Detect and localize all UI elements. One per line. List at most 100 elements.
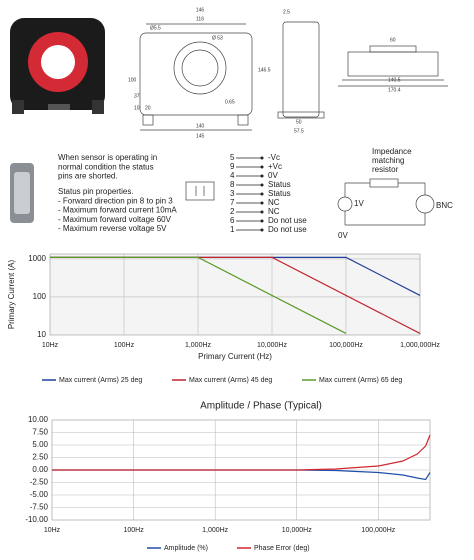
- note-line: Status pin properties.: [58, 187, 134, 196]
- y-tick-label: 1000: [28, 254, 46, 263]
- note-line: When sensor is operating in: [58, 153, 157, 162]
- pin-label: -Vc: [268, 153, 280, 162]
- pin-dot: [260, 174, 264, 178]
- series-line: [52, 434, 431, 471]
- series-line: [50, 256, 347, 334]
- front-view: [139, 23, 253, 131]
- dimension: 140.5: [388, 77, 401, 83]
- circuit-title: Impedance: [372, 147, 412, 156]
- y-tick-label: 0.00: [32, 465, 48, 474]
- y-axis-label: Primary Current (A): [7, 259, 16, 329]
- pin-label: 0V: [268, 171, 278, 180]
- pin-dot: [260, 192, 264, 196]
- pin-label: Do not use: [268, 216, 307, 225]
- dimension: Ø5.5: [150, 25, 161, 31]
- dimension: 170.4: [388, 87, 401, 93]
- dimension: 0.65: [225, 99, 235, 105]
- legend-label: Max current (Arms) 65 deg: [319, 377, 402, 384]
- x-tick-label: 10Hz: [44, 527, 61, 534]
- dimension-labels: 146 116 Ø5.5 Ø 53 146.5 100 37 10 20 0.6…: [128, 7, 401, 139]
- product-photo: [10, 18, 105, 114]
- pin-label: Status: [268, 180, 291, 189]
- note-line: - Forward direction pin 8 to pin 3: [58, 196, 173, 205]
- note-line: normal condition the status: [58, 162, 154, 171]
- x-tick-label: 100Hz: [114, 342, 135, 349]
- circuit-ground: 0V: [338, 231, 348, 240]
- side-view: [277, 21, 325, 119]
- pin-number: 1: [230, 225, 235, 234]
- x-tick-label: 100,000Hz: [329, 342, 363, 349]
- x-tick-label: 1,000Hz: [202, 527, 229, 534]
- dimension: 37: [134, 93, 140, 99]
- note-line: - Maximum reverse voltage 5V: [58, 224, 167, 233]
- y-tick-label: -10.00: [25, 515, 48, 524]
- note-line: - Maximum forward current 10mA: [58, 206, 177, 215]
- x-tick-label: 100,000Hz: [361, 527, 395, 534]
- legend-label: Max current (Arms) 25 deg: [59, 377, 142, 384]
- note-line: - Maximum forward voltage 60V: [58, 215, 172, 224]
- x-tick-label: 10,000Hz: [257, 342, 287, 349]
- x-tick-label: 1,000Hz: [185, 342, 212, 349]
- pin-dot: [260, 228, 264, 232]
- pin-number: 8: [230, 180, 235, 189]
- pin-dot: [260, 156, 264, 160]
- legend-label: Phase Error (deg): [254, 545, 310, 552]
- pin-number: 4: [230, 171, 235, 180]
- dimension: 146: [196, 7, 205, 13]
- optocoupler-symbol: [185, 181, 215, 201]
- dimension: 20: [145, 105, 151, 111]
- pin-dot: [260, 210, 264, 214]
- pin-label: NC: [268, 207, 280, 216]
- pin-label: Status: [268, 189, 291, 198]
- note-line: pins are shorted.: [58, 172, 118, 181]
- circuit-diagram: [337, 178, 435, 226]
- x-tick-label: 100Hz: [123, 527, 144, 534]
- y-tick-label: 10: [37, 330, 46, 339]
- y-tick-label: -2.50: [30, 478, 49, 487]
- pin-label: +Vc: [268, 162, 282, 171]
- dimension: 10: [134, 105, 140, 111]
- circuit-output: BNC: [436, 201, 453, 210]
- y-tick-label: -5.00: [30, 490, 49, 499]
- y-tick-label: 10.00: [28, 415, 49, 424]
- dimension: 140: [196, 123, 205, 129]
- dimension: 146.5: [258, 67, 271, 73]
- connector-image: [10, 163, 34, 223]
- pin-dot: [260, 183, 264, 187]
- plot-area: [49, 253, 421, 336]
- circuit-source: 1V: [354, 199, 364, 208]
- pin-label: NC: [268, 198, 280, 207]
- y-tick-label: 2.50: [32, 453, 48, 462]
- y-tick-label: 100: [33, 292, 47, 301]
- chart-title: Amplitude / Phase (Typical): [200, 401, 322, 412]
- y-tick-label: 5.00: [32, 440, 48, 449]
- pin-number: 9: [230, 162, 235, 171]
- pin-number: 6: [230, 216, 235, 225]
- legend-label: Max current (Arms) 45 deg: [189, 377, 272, 384]
- dimension: Ø 53: [212, 35, 223, 41]
- pin-number: 7: [230, 198, 235, 207]
- x-tick-label: 1,000,000Hz: [400, 342, 440, 349]
- legend-label: Amplitude (%): [164, 545, 208, 552]
- x-axis-label: Primary Current (Hz): [198, 352, 272, 361]
- dimension: 60: [390, 37, 396, 43]
- y-tick-label: -7.50: [30, 503, 49, 512]
- pin-number: 2: [230, 207, 235, 216]
- circuit-title: resistor: [372, 165, 399, 174]
- bottom-view: [338, 45, 448, 87]
- pin-number: 5: [230, 153, 235, 162]
- pin-dot: [260, 165, 264, 169]
- dimension: 50: [296, 119, 302, 125]
- pin-label: Do not use: [268, 225, 307, 234]
- dimension: 145: [196, 133, 205, 139]
- x-tick-label: 10Hz: [42, 342, 59, 349]
- dimension: 100: [128, 77, 137, 83]
- x-tick-label: 10,000Hz: [282, 527, 312, 534]
- dimension: 2.5: [283, 9, 290, 15]
- circuit-title: matching: [372, 156, 404, 165]
- pin-number: 3: [230, 189, 235, 198]
- pin-dot: [260, 201, 264, 205]
- y-tick-label: 7.50: [32, 428, 48, 437]
- dimension: 116: [196, 16, 204, 22]
